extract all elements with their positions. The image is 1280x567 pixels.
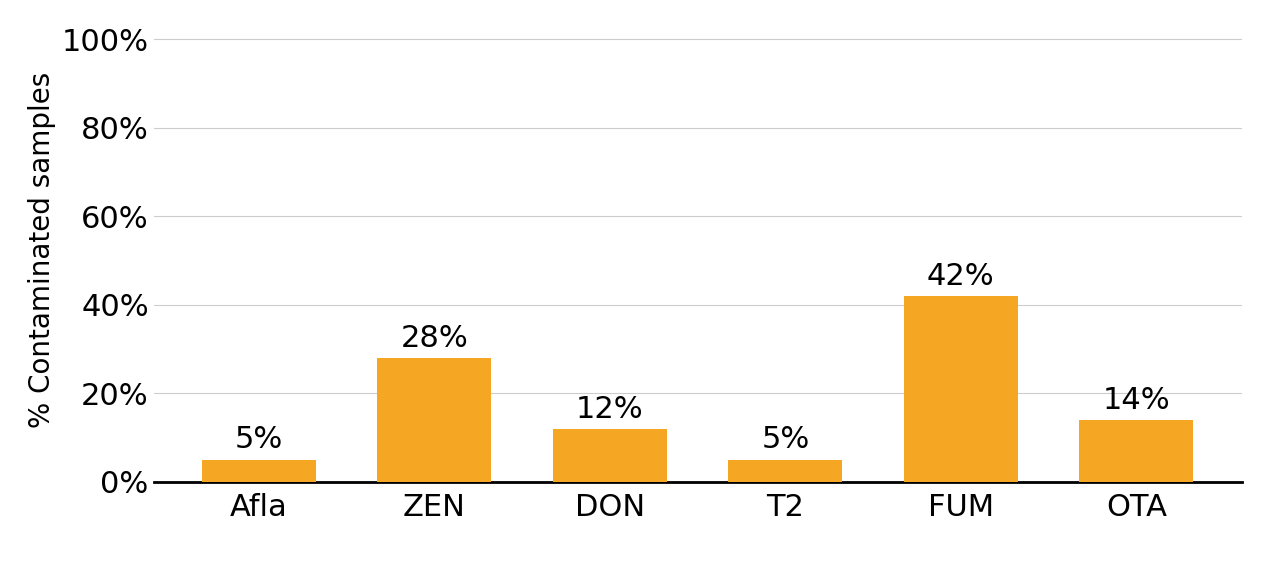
Bar xyxy=(728,460,842,482)
Bar xyxy=(904,296,1018,482)
Text: 5%: 5% xyxy=(234,425,283,455)
Bar xyxy=(202,460,316,482)
Text: 14%: 14% xyxy=(1102,386,1170,414)
Text: 5%: 5% xyxy=(762,425,809,455)
Text: 12%: 12% xyxy=(576,395,644,424)
Text: 28%: 28% xyxy=(401,324,468,353)
Text: 42%: 42% xyxy=(927,261,995,291)
Bar xyxy=(378,358,492,482)
Bar xyxy=(1079,420,1193,482)
Y-axis label: % Contaminated samples: % Contaminated samples xyxy=(28,71,56,428)
Bar xyxy=(553,429,667,482)
